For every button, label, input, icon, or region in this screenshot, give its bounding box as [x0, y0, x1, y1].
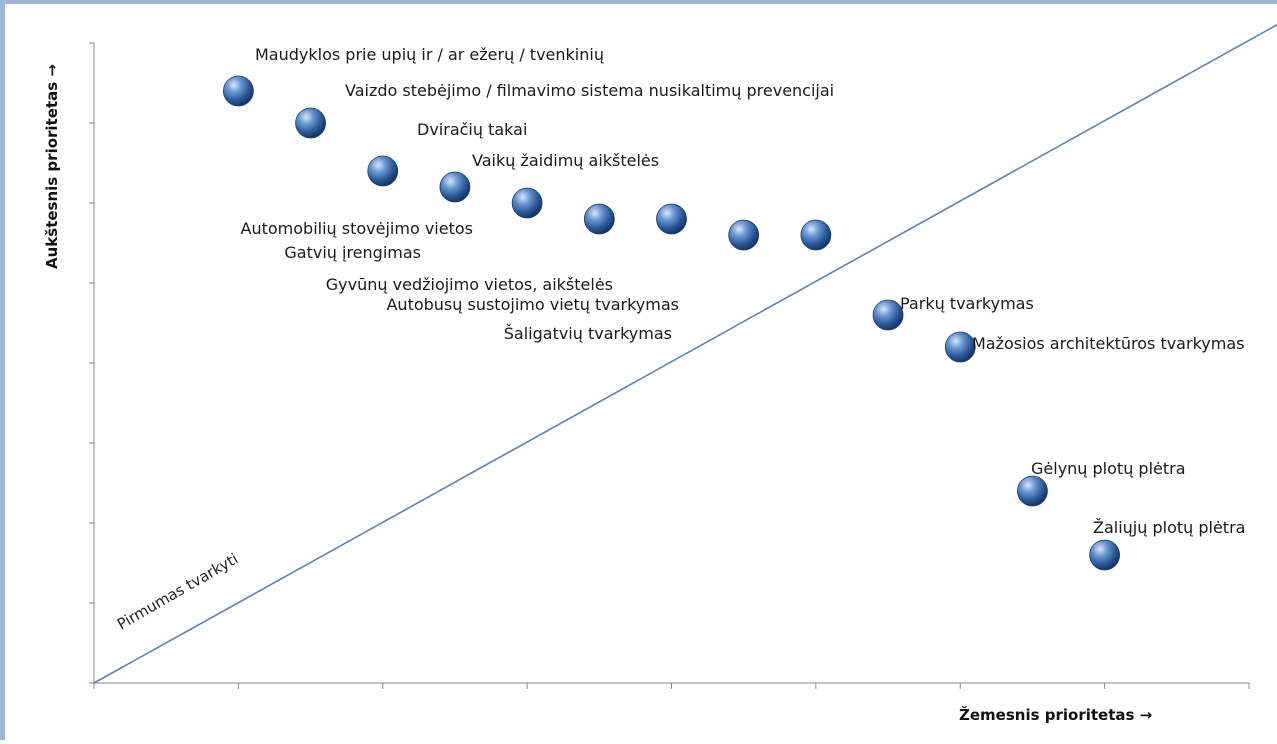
point-label: Dviračių takai — [417, 120, 527, 139]
y-axis-title: Aukštesnis prioritetas → — [43, 64, 61, 269]
point-label: Maudyklos prie upių ir / ar ežerų / tven… — [255, 45, 604, 64]
data-point — [944, 331, 976, 363]
point-label: Autobusų sustojimo vietų tvarkymas — [386, 295, 679, 314]
point-label: Gatvių įrengimas — [284, 243, 421, 262]
data-point — [656, 203, 687, 235]
data-point — [439, 171, 471, 203]
point-label: Žaliųjų plotų plėtra — [1093, 518, 1245, 537]
data-point — [1089, 539, 1121, 571]
data-point — [872, 299, 904, 331]
diagonal-label: Pirmumas tvarkyti — [114, 550, 241, 634]
scatter-chart: Maudyklos prie upių ir / ar ežerų / tven… — [43, 23, 1277, 724]
point-label: Mažosios architektūros tvarkymas — [972, 334, 1244, 353]
point-label: Automobilių stovėjimo vietos — [241, 219, 473, 238]
point-label: Parkų tvarkymas — [900, 294, 1034, 313]
data-point — [511, 187, 543, 219]
data-point — [800, 219, 832, 251]
data-point — [1017, 475, 1048, 507]
data-point — [728, 219, 760, 251]
diagonal-line — [93, 23, 1277, 684]
point-label: Vaizdo stebėjimo / filmavimo sistema nus… — [345, 81, 834, 100]
point-label: Gyvūnų vedžiojimo vietos, aikštelės — [326, 275, 613, 294]
x-axis-title: Žemesnis prioritetas → — [959, 705, 1152, 724]
point-labels: Maudyklos prie upių ir / ar ežerų / tven… — [241, 45, 1246, 537]
priority-diagonal — [93, 23, 1277, 684]
data-point — [367, 155, 399, 187]
axes — [89, 42, 1250, 689]
data-points — [222, 75, 1121, 571]
data-point — [583, 203, 615, 235]
point-label: Šaligatvių tvarkymas — [504, 324, 672, 343]
point-label: Vaikų žaidimų aikštelės — [472, 151, 659, 170]
data-point — [222, 75, 254, 107]
data-point — [295, 107, 326, 139]
point-label: Gėlynų plotų plėtra — [1031, 459, 1186, 478]
